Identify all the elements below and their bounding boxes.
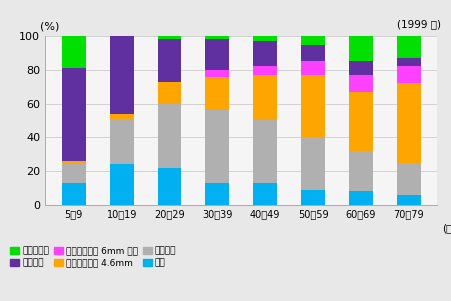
Bar <box>301 36 325 45</box>
Bar <box>110 119 133 164</box>
Bar <box>205 76 229 110</box>
Bar <box>157 82 181 104</box>
Bar <box>253 36 277 41</box>
Bar <box>349 92 373 151</box>
Bar <box>349 36 373 61</box>
Bar <box>62 34 86 68</box>
Legend: 対象歯なし, 所見なし, 歯周ポケット 6mm 以上, 歯周ポケット 4.6mm, 歯石沈着, 出血: 対象歯なし, 所見なし, 歯周ポケット 6mm 以上, 歯周ポケット 4.6mm… <box>10 246 176 267</box>
Bar <box>301 61 325 75</box>
Bar <box>349 151 373 191</box>
Bar <box>110 114 133 119</box>
Text: (歳): (歳) <box>442 223 451 233</box>
Bar <box>157 34 181 39</box>
Bar <box>110 164 133 205</box>
Bar <box>205 34 229 39</box>
Bar <box>301 137 325 190</box>
Bar <box>397 163 421 194</box>
Bar <box>62 161 86 163</box>
Bar <box>397 83 421 163</box>
Bar <box>157 39 181 82</box>
Bar <box>253 75 277 120</box>
Bar <box>397 36 421 58</box>
Bar <box>349 191 373 205</box>
Bar <box>301 190 325 205</box>
Bar <box>205 70 229 76</box>
Bar <box>301 75 325 137</box>
Bar <box>110 36 133 114</box>
Bar <box>253 183 277 205</box>
Bar <box>62 183 86 205</box>
Bar <box>205 39 229 70</box>
Bar <box>253 120 277 183</box>
Bar <box>253 67 277 75</box>
Bar <box>157 104 181 168</box>
Text: (1999 年): (1999 年) <box>397 19 442 29</box>
Bar <box>253 41 277 67</box>
Bar <box>205 183 229 205</box>
Bar <box>62 163 86 183</box>
Bar <box>157 168 181 205</box>
Bar <box>349 75 373 92</box>
Bar <box>110 34 133 36</box>
Bar <box>301 45 325 61</box>
Bar <box>397 67 421 83</box>
Text: (%): (%) <box>40 21 60 31</box>
Bar <box>397 194 421 205</box>
Bar <box>349 61 373 75</box>
Bar <box>62 68 86 161</box>
Bar <box>397 58 421 67</box>
Bar <box>205 110 229 183</box>
